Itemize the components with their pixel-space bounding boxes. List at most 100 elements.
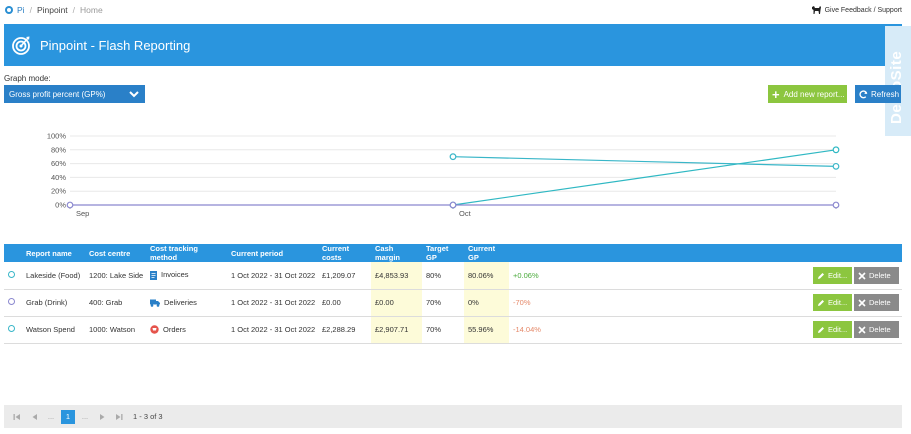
current-costs: £0.00 — [318, 289, 371, 317]
close-icon — [858, 299, 866, 307]
series-line-1 — [452, 156, 837, 167]
close-icon — [858, 272, 866, 280]
gp-change: +0.06% — [509, 262, 809, 290]
current-period: 1 Oct 2022 - 31 Oct 2022 — [227, 262, 318, 290]
series-dot — [8, 270, 15, 278]
delete-button[interactable]: Delete — [854, 294, 899, 311]
cost-tracking-method: Deliveries — [146, 289, 227, 317]
report-name: Grab (Drink) — [22, 289, 85, 317]
edit-button[interactable]: Edit... — [813, 266, 852, 284]
page-header: Pinpoint - Flash Reporting — [4, 24, 902, 66]
y-tick-label: 100% — [47, 132, 67, 141]
page-number-current[interactable]: 1 — [61, 409, 75, 424]
current-costs: £2,288.29 — [318, 316, 371, 344]
breadcrumb-pinpoint[interactable]: Pinpoint — [36, 5, 68, 15]
y-tick-label: 40% — [51, 173, 66, 182]
cash-margin: £2,907.71 — [371, 316, 422, 344]
edit-label: Edit... — [828, 298, 848, 307]
dog-icon — [811, 6, 821, 14]
graph-mode-select[interactable]: Gross profit percent (GP%) — [4, 85, 145, 103]
cost-tracking-method: Invoices — [146, 262, 227, 290]
header-spacer — [509, 244, 809, 262]
top-bar: Pi / Pinpoint / Home Give Feedback / Sup… — [0, 0, 911, 22]
cost-centre: 400: Grab — [85, 289, 146, 317]
last-page-button[interactable] — [112, 410, 126, 424]
next-page-button[interactable] — [95, 410, 109, 424]
data-point[interactable] — [449, 153, 457, 161]
pencil-icon — [818, 272, 824, 279]
table-row[interactable]: Watson Spend 1000: Watson Orders 1 Oct 2… — [4, 316, 902, 344]
header-target-gp[interactable]: Target GP — [422, 244, 464, 262]
data-point[interactable] — [832, 201, 840, 209]
pager-ellipsis-left[interactable]: ... — [47, 412, 55, 421]
header-actions — [809, 244, 902, 262]
series-dot — [8, 298, 15, 305]
current-period: 1 Oct 2022 - 31 Oct 2022 — [227, 316, 318, 344]
cost-centre: 1000: Watson — [85, 316, 146, 344]
method-label: Orders — [163, 324, 186, 334]
y-tick-label: 60% — [51, 159, 66, 168]
refresh-label: Refresh — [871, 89, 900, 99]
truck-icon — [150, 299, 160, 307]
refresh-button[interactable]: Refresh — [855, 85, 901, 103]
data-point[interactable] — [449, 201, 457, 209]
breadcrumb-separator: / — [72, 5, 76, 15]
series-line-2 — [452, 149, 837, 206]
header-report-name[interactable]: Report name — [22, 244, 85, 262]
header-current-costs[interactable]: Current costs — [318, 244, 371, 262]
row-actions: Edit... Delete — [809, 289, 902, 317]
first-page-button[interactable] — [10, 410, 24, 424]
add-report-label: Add new report... — [783, 89, 845, 99]
delete-button[interactable]: Delete — [854, 321, 899, 338]
prev-page-button[interactable] — [27, 410, 41, 424]
pencil-icon — [818, 300, 824, 307]
header-cost-centre[interactable]: Cost centre — [85, 244, 146, 262]
cost-tracking-method: Orders — [146, 316, 227, 344]
target-gp: 80% — [422, 262, 464, 290]
header-cost-tracking-method[interactable]: Cost tracking method — [146, 244, 227, 262]
current-gp: 0% — [464, 289, 509, 317]
plus-icon: + — [772, 86, 780, 102]
table-header-row: Report name Cost centre Cost tracking me… — [4, 244, 902, 262]
chevron-down-icon — [129, 91, 139, 98]
target-icon — [12, 36, 30, 55]
table-row[interactable]: Lakeside (Food) 1200: Lake Side Invoices… — [4, 262, 902, 290]
current-gp: 80.06% — [464, 262, 509, 290]
delete-button[interactable]: Delete — [854, 266, 899, 284]
edit-label: Edit... — [828, 270, 848, 280]
edit-button[interactable]: Edit... — [813, 321, 852, 338]
breadcrumb-pi[interactable]: Pi — [17, 5, 25, 15]
feedback-label: Give Feedback / Support — [824, 6, 902, 14]
report-name: Watson Spend — [22, 316, 85, 344]
orders-icon — [150, 325, 159, 334]
header-current-gp[interactable]: Current GP — [464, 244, 509, 262]
breadcrumb-home: Home — [80, 5, 103, 15]
table-row[interactable]: Grab (Drink) 400: Grab Deliveries 1 Oct … — [4, 289, 902, 317]
edit-button[interactable]: Edit... — [813, 294, 852, 311]
series-dot — [8, 325, 15, 332]
delete-label: Delete — [869, 270, 891, 280]
data-point[interactable] — [66, 201, 74, 209]
add-report-button[interactable]: + Add new report... — [768, 85, 847, 103]
pager-ellipsis-right[interactable]: ... — [81, 412, 89, 421]
prev-page-icon — [32, 413, 37, 420]
x-tick-label: Oct — [459, 209, 472, 218]
first-page-icon — [13, 413, 20, 420]
last-page-icon — [116, 413, 123, 420]
cost-centre: 1200: Lake Side — [85, 262, 146, 290]
row-actions: Edit... Delete — [809, 262, 902, 290]
header-current-period[interactable]: Current period — [227, 244, 318, 262]
feedback-link[interactable]: Give Feedback / Support — [811, 5, 902, 15]
data-point[interactable] — [832, 162, 840, 170]
x-tick-label: Sep — [76, 209, 89, 218]
edit-label: Edit... — [828, 325, 848, 334]
pagination-bar: ... 1 ... 1 - 3 of 3 — [4, 405, 902, 428]
refresh-icon — [859, 89, 868, 98]
data-point[interactable] — [832, 146, 840, 154]
cash-margin: £0.00 — [371, 289, 422, 317]
delete-label: Delete — [869, 325, 891, 334]
header-cash-margin[interactable]: Cash margin — [371, 244, 422, 262]
pencil-icon — [818, 327, 824, 334]
cash-margin: £4,853.93 — [371, 262, 422, 290]
demo-site-tab[interactable]: DemoSite — [885, 26, 911, 136]
